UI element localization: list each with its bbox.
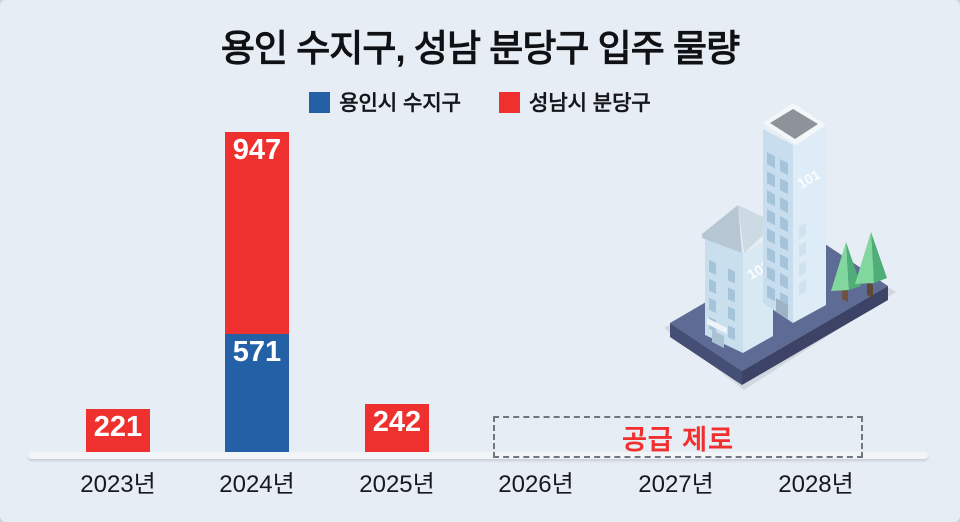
window-icon xyxy=(767,209,775,226)
legend-swatch-blue-icon xyxy=(309,91,331,113)
x-axis-label: 2023년 xyxy=(80,471,156,498)
window-icon xyxy=(799,241,806,258)
bar-segment-2023년-성남시 분당구: 221 xyxy=(86,409,150,456)
bar-value-label: 947 xyxy=(232,134,282,166)
bar-value-label: 221 xyxy=(93,411,143,443)
legend-swatch-red-icon xyxy=(499,91,520,113)
window-icon xyxy=(780,254,788,271)
window-icon xyxy=(799,279,806,296)
x-axis-label: 2027년 xyxy=(638,471,714,498)
window-icon xyxy=(728,306,735,322)
bar-segment-2025년-성남시 분당구: 242 xyxy=(365,404,429,456)
window-icon xyxy=(767,228,775,245)
legend-label: 성남시 분당구 xyxy=(529,92,651,115)
window-icon xyxy=(767,247,775,264)
window-icon xyxy=(799,260,806,277)
window-icon xyxy=(728,325,735,341)
window-icon xyxy=(767,190,775,207)
bar-value-label: 242 xyxy=(372,406,422,438)
tall-building-windows xyxy=(767,152,788,309)
window-icon xyxy=(767,266,775,283)
x-axis-baseline xyxy=(28,452,928,459)
window-icon xyxy=(767,171,775,188)
bar-value-label: 571 xyxy=(232,336,282,368)
chart-legend: 용인시 수지구 성남시 분당구 xyxy=(0,87,960,117)
window-icon xyxy=(780,178,788,195)
tall-building: 101 xyxy=(763,103,826,323)
zero-supply-annotation-box: 공급 제로 xyxy=(493,416,863,458)
x-axis-label: 2024년 xyxy=(219,471,295,498)
short-building-windows xyxy=(709,259,735,341)
apartment-buildings-illustration: 103 101 xyxy=(664,103,896,390)
zero-supply-label: 공급 제로 xyxy=(622,424,734,455)
window-icon xyxy=(780,216,788,233)
window-icon xyxy=(728,287,735,303)
tall-building-side-windows xyxy=(799,222,806,296)
window-icon xyxy=(767,285,775,302)
legend-item-suji: 용인시 수지구 xyxy=(309,87,461,117)
window-icon xyxy=(709,259,716,275)
entrance-door xyxy=(712,330,724,348)
bar-segment-2024년-성남시 분당구: 947 xyxy=(225,132,289,334)
page-title: 용인 수지구, 성남 분당구 입주 물량 xyxy=(220,28,740,69)
window-icon xyxy=(709,297,716,313)
window-icon xyxy=(799,222,806,239)
legend-item-bundang: 성남시 분당구 xyxy=(499,87,651,117)
bar-segment-2024년-용인시 수지구: 571 xyxy=(225,334,289,456)
window-icon xyxy=(728,268,735,284)
x-axis-label: 2025년 xyxy=(359,471,435,498)
window-icon xyxy=(780,235,788,252)
tree-icon xyxy=(855,232,887,298)
window-icon xyxy=(709,278,716,294)
window-icon xyxy=(767,152,775,169)
tall-building-door xyxy=(776,298,788,319)
window-icon xyxy=(780,197,788,214)
window-icon xyxy=(780,273,788,290)
x-axis-label: 2026년 xyxy=(498,471,574,498)
entrance-canopy xyxy=(707,318,727,334)
window-icon xyxy=(780,159,788,176)
legend-label: 용인시 수지구 xyxy=(339,92,461,115)
x-axis-label: 2028년 xyxy=(778,471,854,498)
